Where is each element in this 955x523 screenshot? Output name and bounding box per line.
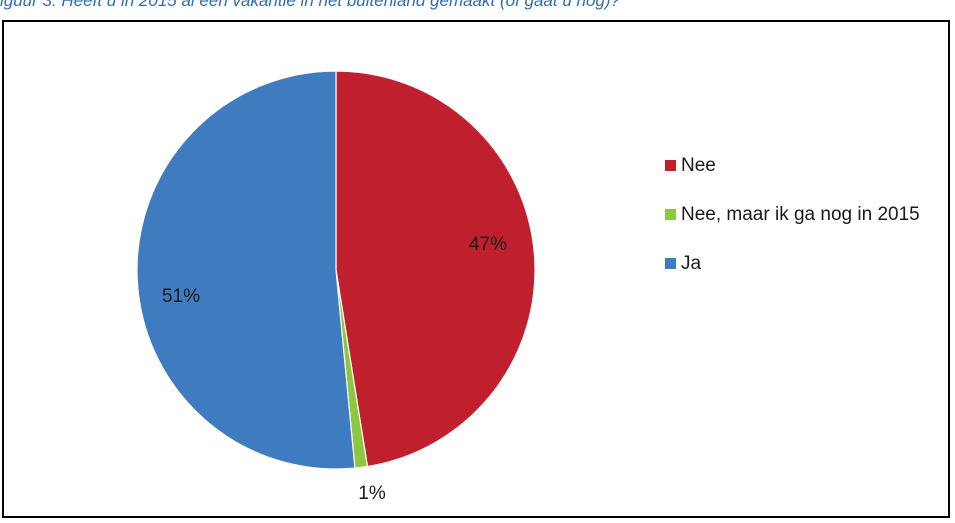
legend-label: Ja [681, 253, 702, 274]
legend-item-0: Nee [665, 152, 950, 180]
chart-legend: Nee Nee, maar ik ga nog in 2015 Ja [665, 152, 950, 299]
data-label-1: 1% [358, 483, 386, 504]
legend-swatch [665, 258, 676, 269]
figure-caption: iguur 3: Heeft u in 2015 al een vakantie… [0, 0, 620, 10]
data-label-2: 51% [162, 286, 200, 307]
legend-label: Nee, maar ik ga nog in 2015 [681, 204, 920, 225]
pie-slice-2 [136, 70, 356, 470]
legend-label: Nee [681, 155, 716, 176]
legend-swatch [665, 209, 676, 220]
legend-item-1: Nee, maar ik ga nog in 2015 [665, 201, 950, 229]
legend-item-2: Ja [665, 250, 950, 278]
legend-swatch [665, 160, 676, 171]
pie-slices [136, 70, 536, 470]
pie-slice-0 [335, 70, 536, 468]
pie-data-labels: 47% 1% 51% [162, 234, 507, 504]
data-label-0: 47% [469, 234, 507, 255]
